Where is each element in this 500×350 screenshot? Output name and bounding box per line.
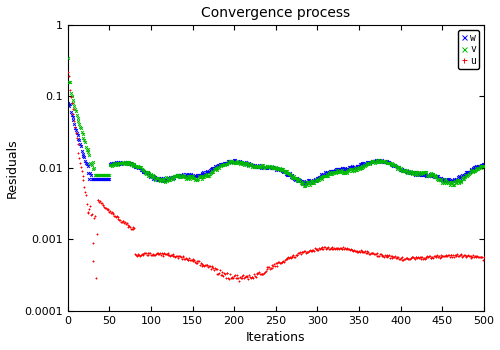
w <box>481 162 487 167</box>
Legend: w, v, u: w, v, u <box>458 30 479 69</box>
v <box>263 165 269 169</box>
u <box>314 247 320 251</box>
u <box>236 279 242 283</box>
w <box>266 164 272 169</box>
Line: v: v <box>67 56 486 188</box>
v <box>314 179 320 183</box>
w <box>314 177 320 181</box>
Line: w: w <box>67 102 486 185</box>
v <box>472 169 478 173</box>
w <box>472 165 478 169</box>
u <box>66 70 71 75</box>
w <box>290 176 296 180</box>
v <box>481 164 487 169</box>
u <box>264 267 270 271</box>
Title: Convergence process: Convergence process <box>201 6 350 20</box>
Y-axis label: Residuals: Residuals <box>6 138 18 198</box>
u <box>472 254 478 258</box>
v <box>301 184 307 188</box>
u <box>291 255 297 259</box>
Line: u: u <box>67 71 486 282</box>
u <box>481 255 487 259</box>
w <box>263 166 269 170</box>
w <box>300 182 306 186</box>
X-axis label: Iterations: Iterations <box>246 331 306 344</box>
w <box>66 101 71 105</box>
v <box>266 165 272 169</box>
v <box>66 55 71 60</box>
u <box>266 265 272 270</box>
w <box>407 172 413 176</box>
u <box>407 257 413 261</box>
v <box>407 169 413 174</box>
v <box>290 175 296 179</box>
